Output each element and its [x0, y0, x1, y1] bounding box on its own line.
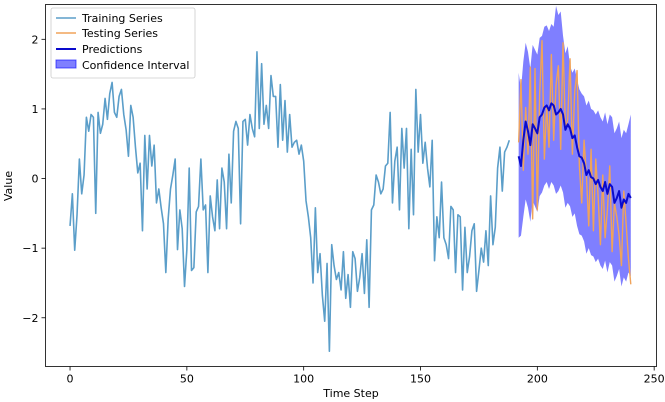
- x-axis-label: Time Step: [322, 387, 378, 400]
- y-tick-label: −1: [22, 242, 38, 255]
- legend-label-confidence: Confidence Interval: [82, 59, 189, 72]
- y-tick-label: 0: [32, 173, 39, 186]
- y-axis-label: Value: [2, 171, 15, 201]
- x-tick-label: 250: [644, 373, 665, 386]
- plot-area: [69, 5, 632, 352]
- legend-label-predictions: Predictions: [82, 43, 143, 56]
- x-tick-label: 200: [527, 373, 548, 386]
- legend-label-testing: Testing Series: [81, 27, 158, 40]
- x-tick-label: 50: [180, 373, 194, 386]
- x-tick-label: 0: [67, 373, 74, 386]
- y-axis-ticks: −2 −1 0 1 2: [22, 33, 46, 325]
- legend-swatch-confidence: [55, 59, 77, 69]
- legend-label-training: Training Series: [81, 12, 163, 25]
- x-axis-ticks: 0 50 100 150 200 250: [67, 366, 665, 386]
- confidence-interval-band: [518, 5, 631, 287]
- x-tick-label: 150: [410, 373, 431, 386]
- testing-series-line: [517, 40, 632, 285]
- predictions-line: [517, 102, 632, 209]
- x-tick-label: 100: [293, 373, 314, 386]
- axes-frame: [45, 4, 657, 367]
- y-tick-label: −2: [22, 312, 38, 325]
- legend: Training Series Testing Series Predictio…: [50, 7, 196, 79]
- legend-box: [50, 7, 196, 79]
- training-series-line: [69, 51, 511, 352]
- y-tick-label: 2: [32, 33, 39, 46]
- y-tick-label: 1: [32, 103, 39, 116]
